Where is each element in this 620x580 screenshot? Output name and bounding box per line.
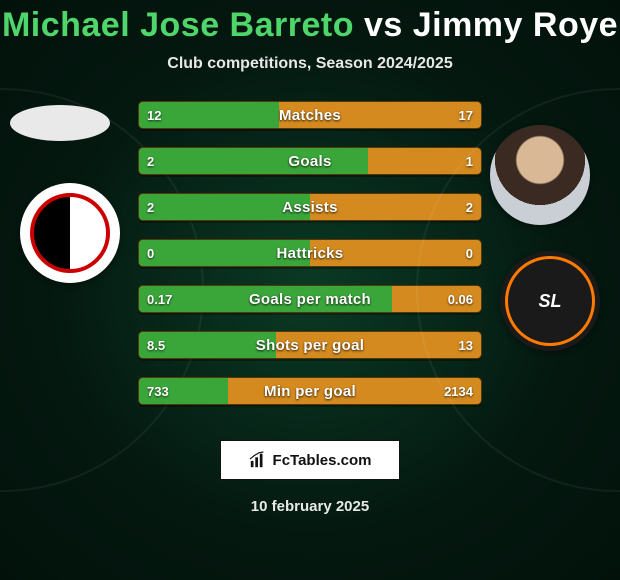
stat-right-value: 13 <box>451 332 481 358</box>
chart-icon <box>249 451 267 469</box>
stat-bar: 0.170.06Goals per match <box>138 285 482 313</box>
brand-logo[interactable]: FcTables.com <box>220 440 400 480</box>
stat-label: Assists <box>139 194 481 220</box>
stat-bar: 8.513Shots per goal <box>138 331 482 359</box>
stat-right-value: 0.06 <box>440 286 481 312</box>
stat-bar: 00Hattricks <box>138 239 482 267</box>
stat-bar: 21Goals <box>138 147 482 175</box>
date-text: 10 february 2025 <box>0 498 620 515</box>
club-badge-text: SL <box>505 256 595 346</box>
stat-label: Shots per goal <box>139 332 481 358</box>
player2-club-badge: SL <box>500 251 600 351</box>
stat-label: Matches <box>139 102 481 128</box>
stat-label: Goals per match <box>139 286 481 312</box>
stat-label: Goals <box>139 148 481 174</box>
player2-name: Jimmy Roye <box>413 6 618 44</box>
stat-right-value: 2 <box>458 194 481 220</box>
content-area: SL 1217Matches 21Goals 22Assists 00Hattrick… <box>0 101 620 431</box>
stat-bar: 7332134Min per goal <box>138 377 482 405</box>
club-badge-icon <box>30 193 110 273</box>
player1-name: Michael Jose Barreto <box>2 6 354 44</box>
comparison-title: Michael Jose Barreto vs Jimmy Roye <box>0 0 620 45</box>
player1-avatar-placeholder <box>10 105 110 141</box>
stat-bar: 22Assists <box>138 193 482 221</box>
stat-bar: 1217Matches <box>138 101 482 129</box>
player1-club-badge <box>20 183 120 283</box>
stat-bars: 1217Matches 21Goals 22Assists 00Hattricks 0.… <box>138 101 482 423</box>
vs-text: vs <box>364 6 403 44</box>
stat-right-value: 0 <box>458 240 481 266</box>
brand-text: FcTables.com <box>273 452 372 469</box>
stat-label: Min per goal <box>139 378 481 404</box>
stat-label: Hattricks <box>139 240 481 266</box>
player2-avatar <box>490 125 590 225</box>
subtitle: Club competitions, Season 2024/2025 <box>0 55 620 73</box>
